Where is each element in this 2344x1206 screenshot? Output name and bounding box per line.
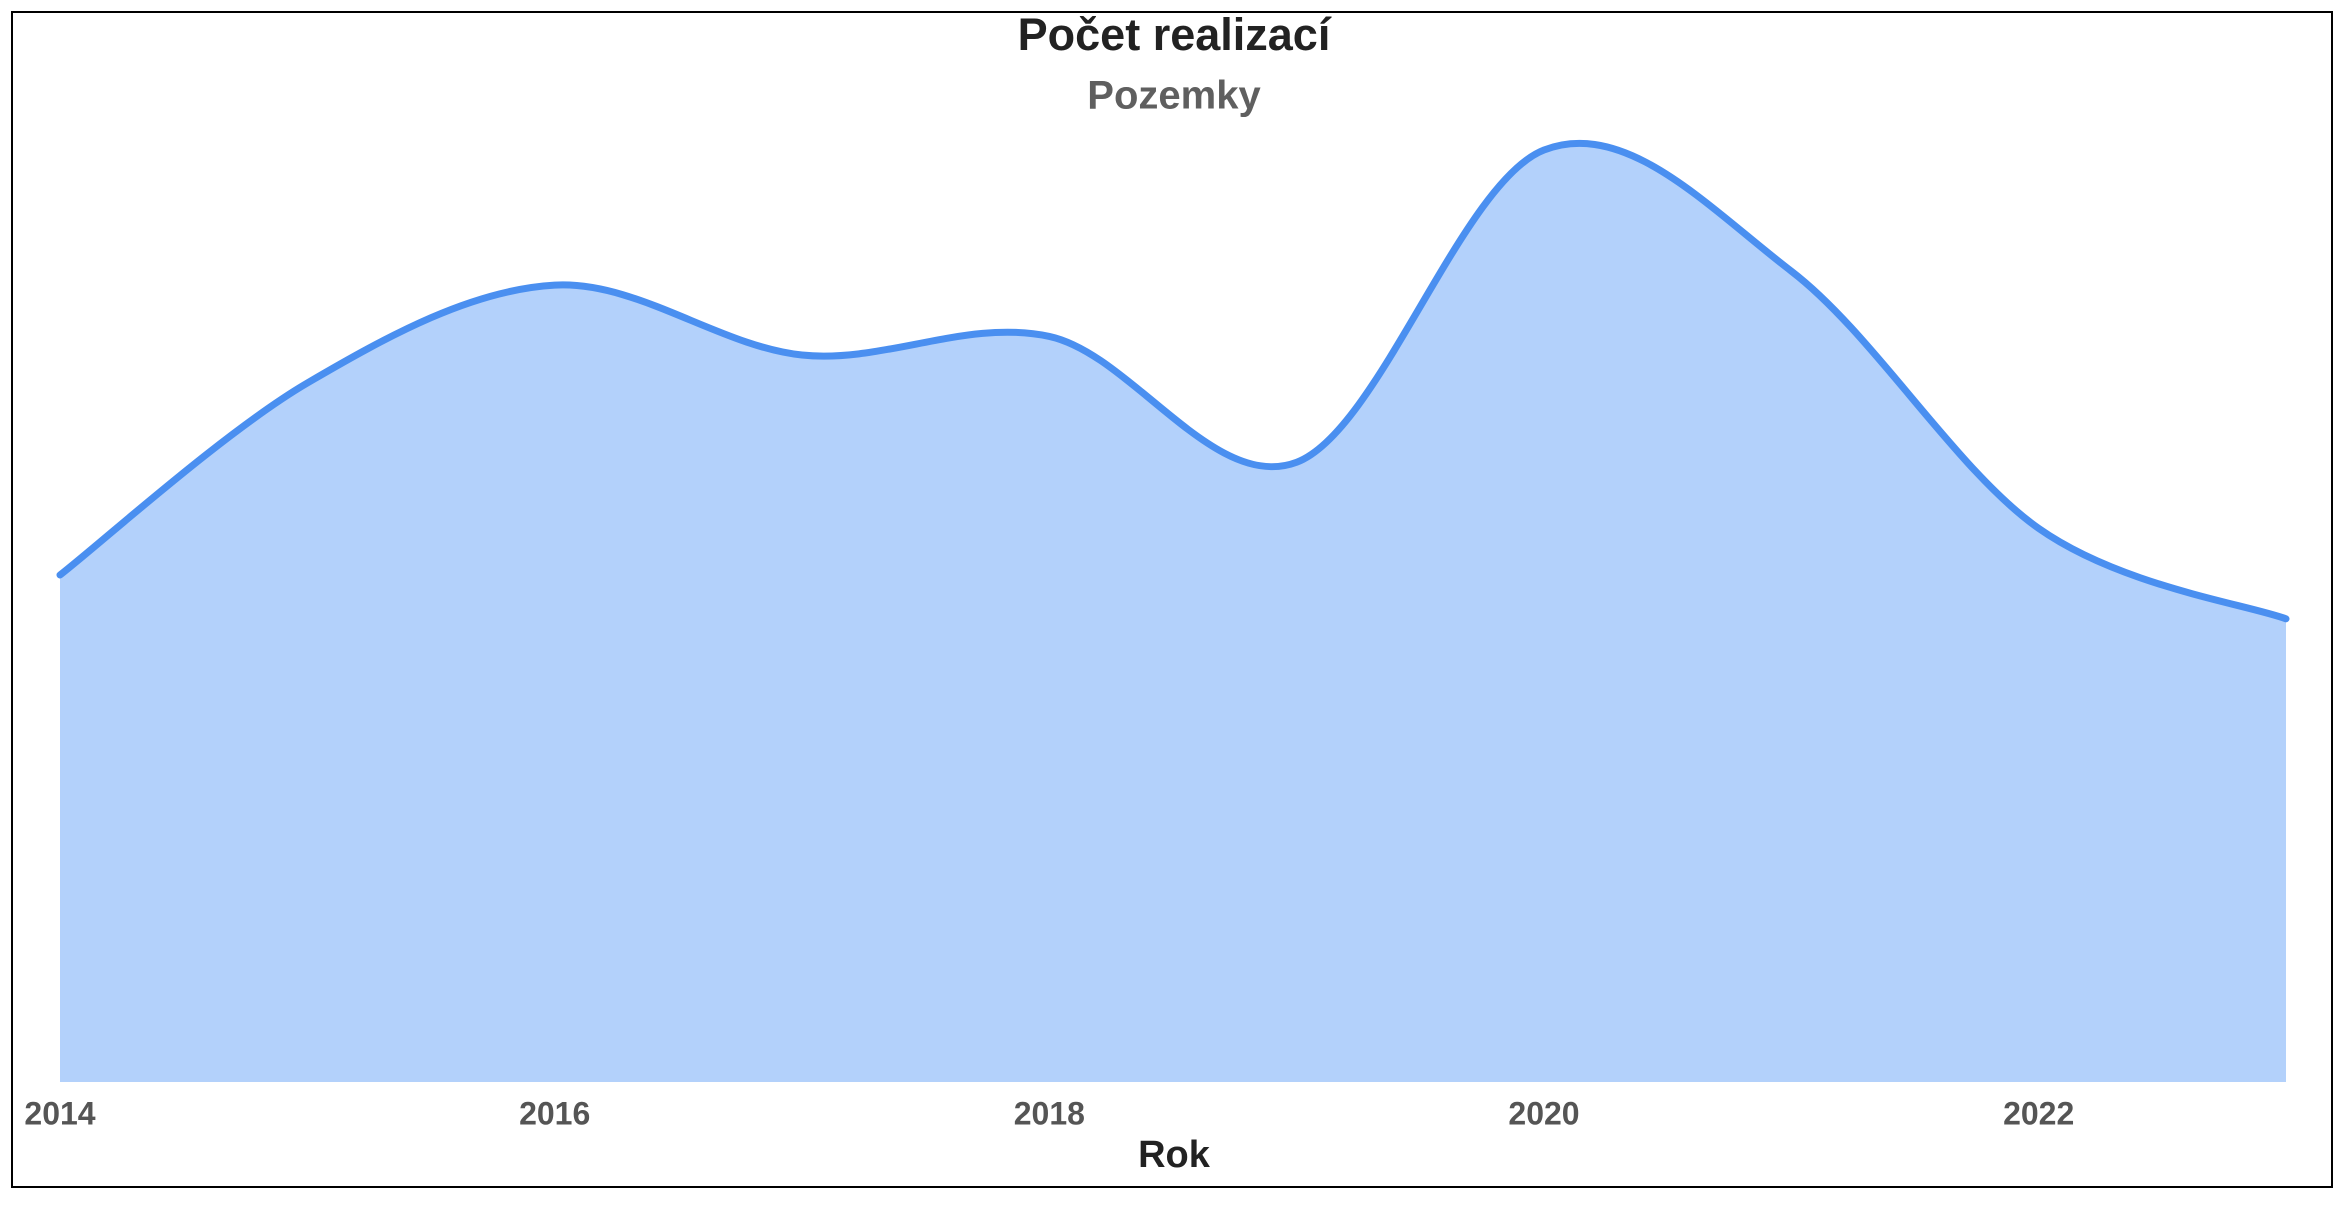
x-tick-label: 2014 (24, 1095, 95, 1131)
area-line (56, 140, 2290, 623)
chart-title: Počet realizací (1018, 9, 1332, 60)
area-fill (60, 143, 2286, 1082)
x-tick-label: 2020 (1508, 1095, 1579, 1131)
x-tick-label: 2022 (2003, 1095, 2074, 1131)
chart-subtitle: Pozemky (1087, 74, 1261, 118)
x-tick-label: 2016 (519, 1095, 590, 1131)
x-tick-label: 2018 (1014, 1095, 1085, 1131)
x-axis-label: Rok (1138, 1134, 1211, 1176)
